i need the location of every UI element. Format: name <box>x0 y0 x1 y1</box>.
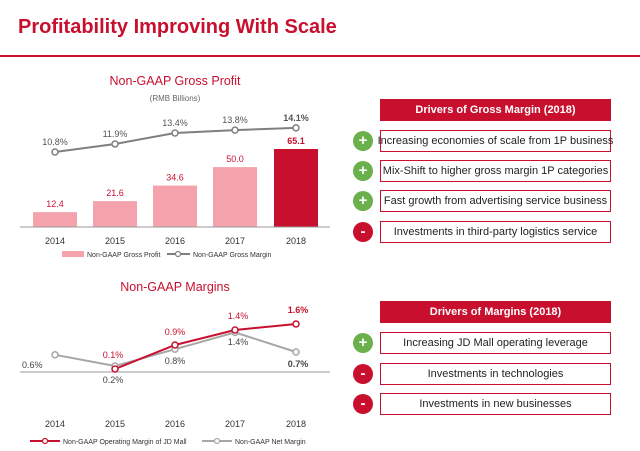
gross-margin-point <box>231 126 239 134</box>
net-margin-point <box>292 348 300 356</box>
gross-profit-chart: Non-GAAP Gross Profit (RMB Billions) 12.4 2… <box>20 74 330 259</box>
plus-icon: + <box>353 191 373 211</box>
gross-margin-label: 13.4% <box>162 118 188 128</box>
chart-subtitle: (RMB Billions) <box>150 94 201 103</box>
operating-margin-label: 0.9% <box>165 327 186 337</box>
operating-margin-label: 1.6% <box>288 305 309 315</box>
driver-item: + Fast growth from advertising service b… <box>353 190 611 212</box>
net-margin-point <box>51 351 59 359</box>
margins-chart: Non-GAAP Margins 2014 2015 2016 2017 2018 0.6%… <box>20 280 330 446</box>
operating-margin-label: 1.4% <box>228 311 249 321</box>
legend-swatch-bar <box>62 251 84 257</box>
bar <box>274 149 318 227</box>
net-margin-label: 0.2% <box>103 375 124 385</box>
x-tick-label: 2018 <box>286 236 306 246</box>
driver-item: - Investments in third-party logistics s… <box>353 221 611 243</box>
operating-margin-point <box>231 326 239 334</box>
legend-label: Non-GAAP Gross Margin <box>193 252 272 259</box>
minus-icon: - <box>353 222 373 242</box>
net-margin-label: 0.6% <box>22 360 43 370</box>
gross-margin-drivers-header: Drivers of Gross Margin (2018) <box>380 99 611 121</box>
x-tick-label: 2015 <box>105 236 125 246</box>
driver-text: Investments in new businesses <box>380 393 611 415</box>
chart-title: Non-GAAP Gross Profit <box>109 74 241 88</box>
legend-swatch-marker <box>213 437 221 445</box>
driver-text: Investments in technologies <box>380 363 611 385</box>
x-tick-label: 2014 <box>45 419 65 429</box>
plus-icon: + <box>353 161 373 181</box>
gross-margin-point <box>111 140 119 148</box>
driver-text: Mix-Shift to higher gross margin 1P cate… <box>380 160 611 182</box>
driver-item: - Investments in new businesses <box>353 393 611 415</box>
gross-margin-point <box>292 124 300 132</box>
bar-value-label: 21.6 <box>106 188 124 198</box>
margins-drivers-header: Drivers of Margins (2018) <box>380 301 611 323</box>
driver-text: Fast growth from advertising service bus… <box>380 190 611 212</box>
bar-value-label: 65.1 <box>287 136 305 146</box>
plus-icon: + <box>353 333 373 353</box>
bar-value-label: 50.0 <box>226 154 244 164</box>
minus-icon: - <box>353 364 373 384</box>
legend-swatch-marker <box>41 437 49 445</box>
x-tick-label: 2015 <box>105 419 125 429</box>
bar-value-label: 34.6 <box>166 173 184 183</box>
bar <box>93 201 137 227</box>
gross-margin-label: 10.8% <box>42 137 68 147</box>
bar-value-label: 12.4 <box>46 199 64 209</box>
legend-label: Non-GAAP Operating Margin of JD Mall <box>63 439 187 446</box>
x-tick-label: 2017 <box>225 419 245 429</box>
plus-icon: + <box>353 131 373 151</box>
minus-icon: - <box>353 394 373 414</box>
driver-item: + Mix-Shift to higher gross margin 1P ca… <box>353 160 611 182</box>
driver-text: Investments in third-party logistics ser… <box>380 221 611 243</box>
driver-text: Increasing JD Mall operating leverage <box>380 332 611 354</box>
title-divider <box>0 55 640 57</box>
page-title: Profitability Improving With Scale <box>18 16 337 38</box>
x-tick-label: 2017 <box>225 236 245 246</box>
bar <box>153 185 197 227</box>
operating-margin-point <box>171 341 179 349</box>
net-margin-label: 0.7% <box>288 359 309 369</box>
driver-item: - Investments in technologies <box>353 363 611 385</box>
driver-text: Increasing economies of scale from 1P bu… <box>378 130 613 152</box>
driver-item: + Increasing JD Mall operating leverage <box>353 332 611 354</box>
gross-margin-label: 13.8% <box>222 115 248 125</box>
legend-label: Non-GAAP Net Margin <box>235 439 306 446</box>
net-margin-label: 0.8% <box>165 356 186 366</box>
chart-title: Non-GAAP Margins <box>120 280 230 294</box>
bar <box>213 167 257 227</box>
gross-margin-label: 14.1% <box>283 113 309 123</box>
x-tick-label: 2016 <box>165 236 185 246</box>
gross-margin-point <box>171 129 179 137</box>
legend-swatch-marker <box>174 250 182 258</box>
x-tick-label: 2014 <box>45 236 65 246</box>
gross-margin-label: 11.9% <box>103 129 128 139</box>
gross-margin-point <box>51 148 59 156</box>
driver-item: + Increasing economies of scale from 1P … <box>353 130 613 152</box>
operating-margin-line <box>114 323 297 370</box>
operating-margin-point <box>111 365 119 373</box>
operating-margin-label: 0.1% <box>103 350 124 360</box>
legend-label: Non-GAAP Gross Profit <box>87 252 160 259</box>
net-margin-label: 1.4% <box>228 337 249 347</box>
bar <box>33 212 77 227</box>
x-tick-label: 2016 <box>165 419 185 429</box>
x-tick-label: 2018 <box>286 419 306 429</box>
operating-margin-point <box>292 320 300 328</box>
